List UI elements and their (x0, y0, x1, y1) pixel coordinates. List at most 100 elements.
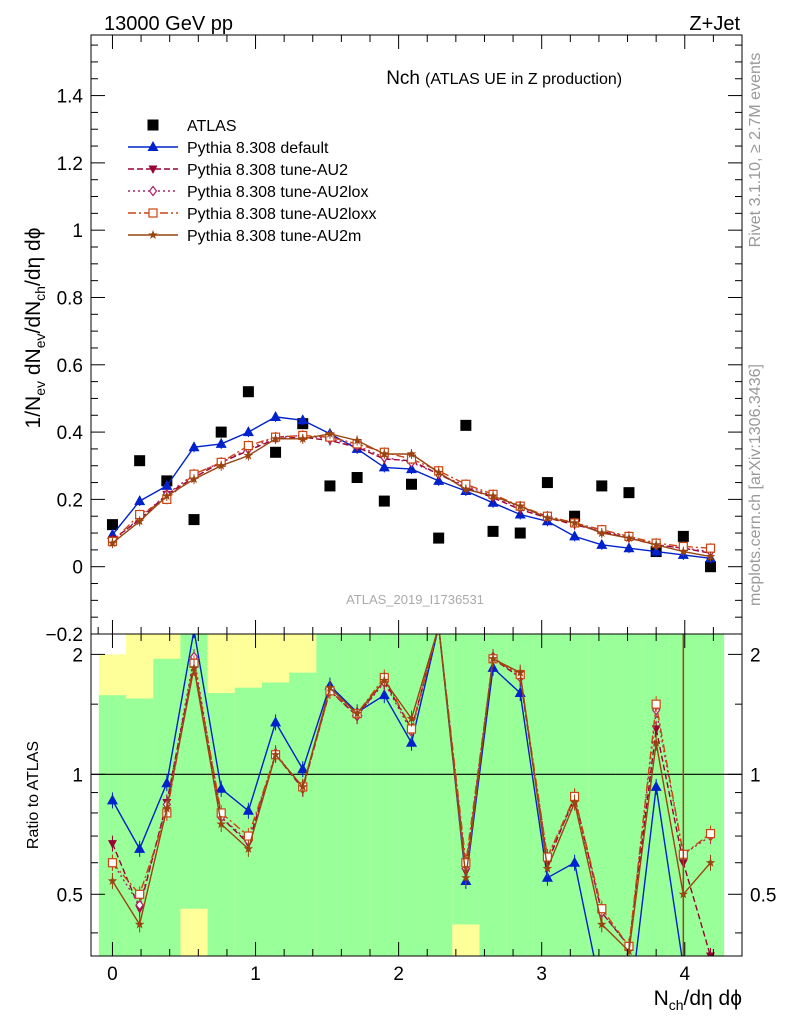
ratio-y-axis-label: Ratio to ATLAS (25, 741, 42, 849)
legend-label: Pythia 8.308 tune-AU2 (187, 162, 348, 179)
ratio-point (705, 857, 716, 867)
legend-entry-2: Pythia 8.308 tune-AU2 (128, 162, 348, 179)
ratio-point (651, 737, 661, 747)
data-point (623, 542, 635, 553)
data-point (514, 527, 526, 539)
data-point (569, 510, 581, 522)
data-point (298, 433, 308, 443)
x-tick-label: 3 (536, 964, 547, 985)
data-point (487, 525, 499, 537)
data-point (188, 514, 200, 526)
ratio-point (135, 889, 145, 899)
y-tick-label: 0 (72, 558, 83, 579)
ratio-point (270, 749, 281, 759)
y-tick-label: −0.2 (45, 625, 83, 646)
uncertainty-band-inner (696, 634, 725, 956)
rivet-version-label: Rivet 3.1.10, ≥ 2.7M events (747, 53, 764, 248)
legend-entry-1: Pythia 8.308 default (128, 140, 329, 157)
data-point (242, 426, 254, 437)
ratio-point (215, 782, 227, 793)
ratio-frame (90, 633, 743, 957)
ratio-point (488, 653, 498, 663)
x-tick-label: 2 (393, 964, 404, 985)
ratio-point (379, 675, 390, 685)
data-point (542, 512, 553, 522)
data-point (215, 426, 227, 438)
legend-label: ATLAS (187, 118, 237, 135)
ratio-point (270, 716, 282, 727)
data-point (297, 414, 309, 425)
main-y-axis-label: 1/Nev dNev/dNch/dη dϕ (22, 228, 48, 429)
legend-entry-3: Pythia 8.308 tune-AU2lox (128, 184, 368, 201)
ratio-point (298, 781, 308, 791)
data-point (106, 519, 118, 531)
y-tick-label: 1.2 (57, 154, 83, 175)
x-tick-label: 1 (250, 964, 261, 985)
data-point (216, 460, 226, 470)
data-point (270, 410, 282, 421)
legend-marker (148, 185, 158, 197)
data-point (705, 551, 716, 561)
uncertainty-band-inner (289, 672, 317, 956)
legend-entry-4: Pythia 8.308 tune-AU2loxx (128, 206, 376, 223)
legend-marker (148, 165, 158, 174)
data-point (134, 455, 146, 467)
ratio-point (542, 863, 553, 873)
uncertainty-band-inner (98, 695, 127, 956)
data-point (188, 441, 200, 452)
data-point (406, 449, 417, 458)
ratio-point (541, 871, 553, 882)
ratio-point (569, 797, 580, 807)
plot-subtitle: (ATLAS UE in Z production) (425, 71, 622, 88)
ratio-point (135, 899, 144, 911)
data-point (106, 528, 118, 539)
y-tick-label: 0.4 (57, 423, 84, 444)
data-point (162, 491, 172, 501)
legend-marker (148, 230, 158, 239)
data-point (270, 446, 282, 458)
data-point (243, 450, 254, 460)
ratio-point (405, 736, 417, 747)
legend-marker (147, 141, 159, 151)
main-axes: −0.2 0 0.2 0.4 0.6 0.8 1 1.2 1.4 (45, 34, 743, 646)
x-axis-label: Nch/dη dϕ (654, 987, 742, 1013)
data-point (433, 474, 445, 485)
ratio-y-tick-label-left: 0.5 (57, 885, 83, 906)
data-point (596, 480, 608, 492)
ratio-point (134, 919, 145, 929)
series-line-4 (112, 434, 711, 549)
ratio-point (107, 858, 118, 868)
legend-label: Pythia 8.308 tune-AU2loxx (187, 206, 376, 223)
data-point (134, 495, 146, 506)
data-point (705, 561, 717, 573)
ratio-point (706, 952, 716, 956)
ratio-point (134, 842, 146, 853)
ratio-point (216, 819, 226, 829)
ratio-point (487, 661, 499, 672)
ratio-point (106, 794, 118, 805)
data-point (461, 484, 471, 494)
data-point (379, 449, 390, 458)
data-point (351, 472, 363, 484)
data-point (650, 545, 662, 556)
legend-entry-5: Pythia 8.308 tune-AU2m (128, 228, 361, 245)
ratio-point (651, 699, 661, 709)
legend-marker (148, 208, 158, 218)
x-tick-label: 4 (679, 964, 690, 985)
data-point (270, 433, 281, 443)
legend-label: Pythia 8.308 tune-AU2lox (187, 184, 368, 201)
data-point (242, 386, 254, 398)
ratio-point (107, 840, 117, 849)
mcplots-label: mcplots.cern.ch [arXiv:1306.3436] (747, 364, 764, 606)
uncertainty-band-inner (234, 687, 262, 956)
ratio-point (542, 852, 553, 862)
data-point (161, 479, 173, 490)
ratio-y-tick-label-right: 0.5 (750, 885, 776, 906)
data-point (405, 478, 417, 490)
uncertainty-band-inner (343, 634, 371, 956)
uncertainty-band-inner (479, 634, 507, 956)
ratio-point (406, 713, 417, 723)
series-line-2 (112, 436, 711, 554)
data-point (378, 495, 390, 507)
y-tick-label: 1.4 (57, 87, 84, 108)
